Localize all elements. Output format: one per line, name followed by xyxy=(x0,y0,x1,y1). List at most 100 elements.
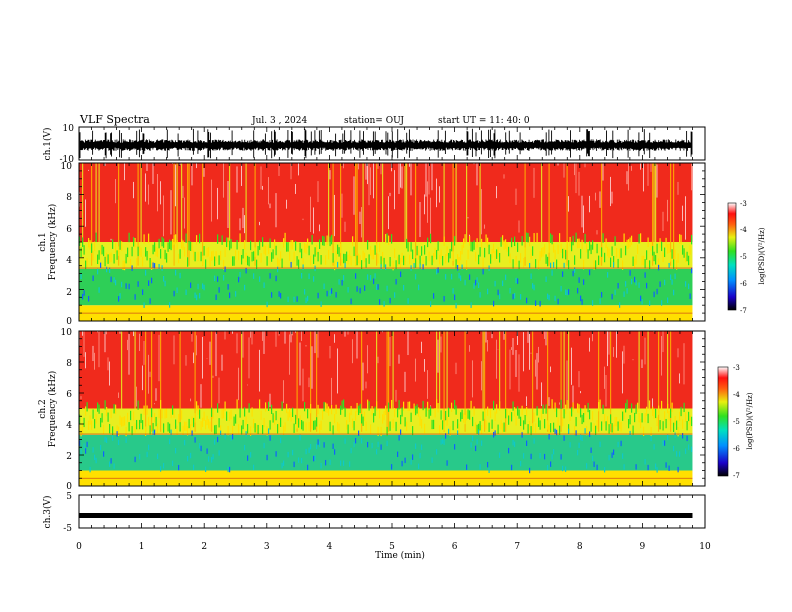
spectrogram-streak xyxy=(548,397,550,406)
spectrogram-fringe xyxy=(425,407,427,417)
spectrogram-fringe xyxy=(307,238,309,249)
spectrogram-speck xyxy=(478,429,480,435)
spectrogram-speck xyxy=(401,460,403,467)
spectrogram-speck xyxy=(287,296,289,303)
spectrogram-streak xyxy=(683,343,685,385)
ch2-frequency-ylabel: Frequency (kHz) xyxy=(47,371,58,448)
spectrogram-speck xyxy=(497,289,499,296)
spectrogram-fringe xyxy=(644,259,646,269)
spectrogram-fringe xyxy=(136,258,138,268)
spectrogram-speck xyxy=(608,454,610,461)
spectrogram-fringe xyxy=(523,420,525,430)
spectrogram-fringe xyxy=(649,400,651,410)
spectrogram-speck xyxy=(377,284,379,290)
spectrogram-fringe xyxy=(577,238,579,249)
spectrogram-fringe xyxy=(286,403,288,414)
spectrogram-fringe xyxy=(553,243,555,253)
spectrogram-speck xyxy=(581,435,583,442)
spectrogram-fringe xyxy=(172,238,174,249)
spectrogram-fringe xyxy=(277,257,279,268)
spectrogram-fringe xyxy=(547,256,549,267)
spectrogram-fringe xyxy=(383,257,385,268)
spectrogram-speck xyxy=(568,289,570,295)
spectrogram-fringe xyxy=(625,245,627,256)
xaxis-label: Time (min) xyxy=(375,550,425,561)
spectrogram-fringe xyxy=(244,240,246,250)
spectrogram-speck xyxy=(86,441,88,448)
spectrogram-sferic xyxy=(541,163,543,266)
spectrogram-speck xyxy=(350,447,352,454)
spectrogram-fringe xyxy=(166,253,168,263)
spectrogram-streak xyxy=(365,381,367,389)
cbar2-tick-m5: -5 xyxy=(733,418,740,426)
spectrogram-fringe xyxy=(149,258,151,268)
spectrogram-speck xyxy=(529,467,531,474)
spectrogram-speck xyxy=(656,467,658,473)
spectrogram-streak xyxy=(677,181,679,195)
spectrogram-speck xyxy=(175,448,177,454)
spectrogram-streak xyxy=(682,205,683,221)
spectrogram-streak xyxy=(133,331,134,337)
spectrogram-sferic xyxy=(652,163,654,266)
spectrogram-fringe xyxy=(586,242,588,253)
spectrogram-fringe xyxy=(107,412,109,422)
spectrogram-fringe xyxy=(373,413,375,423)
spectrogram-fringe xyxy=(244,407,246,417)
spectrogram-sferic xyxy=(310,331,312,432)
spectrogram-fringe xyxy=(488,422,490,432)
spectrogram-streak xyxy=(518,354,520,392)
ch3-waveform-panel: 5 -5 ch.3(V) xyxy=(42,492,706,534)
spectrogram-fringe xyxy=(599,399,601,409)
spectrogram-fringe xyxy=(496,404,498,414)
spectrogram-fringe xyxy=(674,249,676,260)
spectrogram-fringe xyxy=(412,426,414,436)
spectrogram-speck xyxy=(374,273,376,279)
spectrogram-streak xyxy=(275,331,277,347)
spectrogram-streak xyxy=(526,396,527,406)
spectrogram-fringe xyxy=(89,415,91,425)
ch3-ytick-bottom: -5 xyxy=(63,524,72,534)
spectrogram-speck xyxy=(668,262,670,269)
spectrogram-streak xyxy=(139,333,140,352)
spectrogram-fringe xyxy=(113,254,115,264)
spectrogram-streak xyxy=(481,189,482,235)
spectrogram-streak xyxy=(242,207,244,229)
xtick-8: 8 xyxy=(577,542,583,552)
spectrogram-fringe xyxy=(196,401,198,411)
spectrogram-speck xyxy=(94,454,96,461)
spectrogram-sferic xyxy=(179,331,181,432)
spectrogram-streak xyxy=(313,207,314,234)
spectrogram-fringe xyxy=(524,415,526,425)
spectrogram-fringe xyxy=(350,405,352,416)
spectrogram-fringe xyxy=(544,244,546,254)
spectrogram-speck xyxy=(223,275,225,281)
spectrogram-fringe xyxy=(269,420,271,430)
spectrogram-speck xyxy=(685,281,687,287)
spectrogram-speck xyxy=(299,434,301,441)
spectrogram-speck xyxy=(494,430,496,436)
spectrogram-speck xyxy=(263,282,265,288)
spectrogram-fringe xyxy=(286,242,288,252)
spectrogram-fringe xyxy=(451,241,453,252)
spectrogram-fringe xyxy=(539,420,541,430)
spectrogram-streak xyxy=(148,354,149,394)
spectrogram-fringe xyxy=(269,238,271,248)
spectrogram-fringe xyxy=(461,409,463,420)
spectrogram-sferic xyxy=(601,163,603,266)
spectrogram-streak xyxy=(662,211,664,232)
spectrogram-fringe xyxy=(347,254,349,265)
spectrogram-fringe xyxy=(169,239,171,250)
spectrogram-speck xyxy=(227,284,229,290)
spectrogram-fringe xyxy=(106,252,108,263)
spectrogram-fringe xyxy=(94,241,96,252)
spectrogram-fringe xyxy=(197,251,199,262)
spectrogram-speck xyxy=(148,280,150,286)
spectrogram-fringe xyxy=(628,239,630,249)
spectrogram-fringe xyxy=(332,425,334,435)
spectrogram-sferic xyxy=(340,163,342,266)
spectrogram-fringe xyxy=(655,408,657,419)
spectrogram-speck xyxy=(475,445,477,452)
spectrogram-speck xyxy=(158,263,160,270)
spectrogram-fringe xyxy=(328,406,330,416)
spectrogram-fringe xyxy=(455,259,457,269)
